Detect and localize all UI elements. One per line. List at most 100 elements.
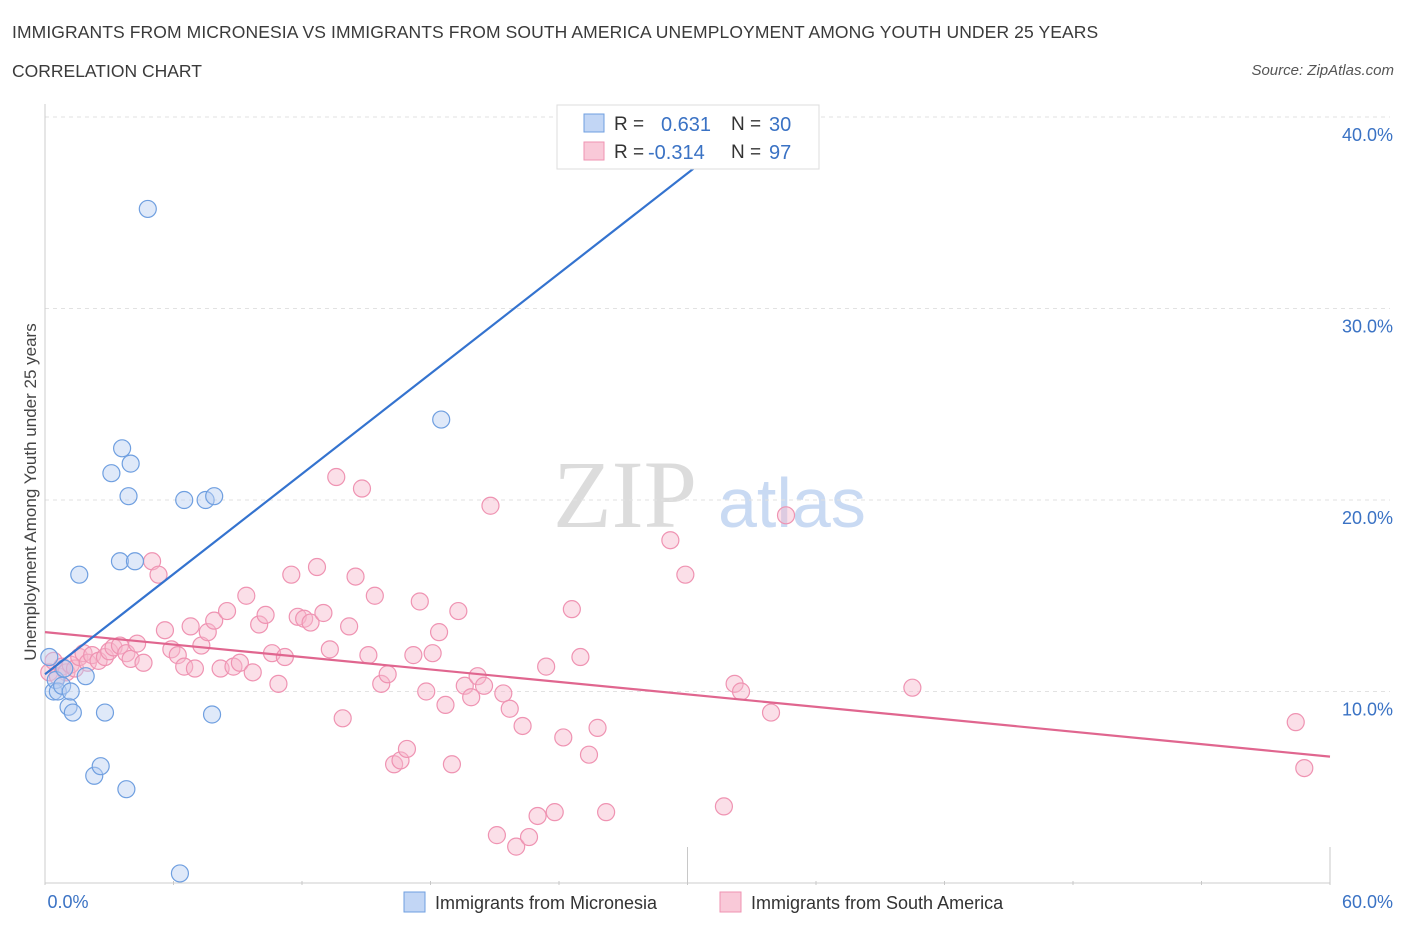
south-america-point [340, 617, 359, 636]
south-america-point [250, 615, 269, 634]
y-ticks: 10.0% 20.0% 30.0% 40.0% [1342, 125, 1393, 720]
south-america-point [352, 479, 372, 498]
micronesia-point [170, 864, 190, 883]
micronesia-points [40, 199, 451, 883]
micronesia-point [202, 705, 222, 724]
south-america-point [314, 603, 333, 623]
south-america-point [436, 695, 455, 715]
y-tick-label: 30.0% [1342, 317, 1393, 337]
south-america-point [404, 646, 423, 665]
south-america-point [474, 676, 494, 695]
south-america-point [282, 565, 301, 584]
trend-lines [44, 112, 1331, 758]
stats-n-value-1: 30 [769, 114, 791, 136]
south-america-point [410, 592, 429, 611]
south-america-point [237, 586, 256, 605]
micronesia-point [61, 682, 80, 701]
south-america-point [149, 565, 168, 584]
south-america-point [217, 601, 237, 621]
micronesia-point [138, 199, 157, 219]
south-america-point [127, 634, 147, 653]
stats-legend: R = 0.631 N = 30 R = -0.314 N = 97 [556, 104, 820, 170]
stats-r-label-2: R = [614, 142, 644, 163]
south-america-point [230, 653, 249, 672]
south-america-point [731, 682, 751, 701]
south-america-point [269, 674, 288, 693]
chart-title: IMMIGRANTS FROM MICRONESIA VS IMMIGRANTS… [12, 22, 1099, 42]
south-america-point [365, 586, 384, 605]
south-america-point [1286, 713, 1305, 732]
south-america-point [155, 621, 175, 640]
south-america-points [40, 467, 1314, 856]
south-america-point [494, 684, 513, 703]
micronesia-point [95, 703, 115, 722]
south-america-point [468, 667, 487, 686]
south-america-point [185, 659, 205, 678]
x-tick-label: 0.0% [47, 892, 88, 912]
y-tick-label: 10.0% [1342, 700, 1393, 720]
south-america-point [761, 703, 781, 722]
south-america-point [307, 557, 327, 577]
south-america-point [417, 682, 436, 701]
stats-r-value-2: -0.314 [648, 142, 705, 164]
south-america-point [134, 653, 153, 672]
micronesia-point [119, 487, 138, 506]
south-america-point [320, 640, 339, 659]
micronesia-point [110, 552, 130, 571]
micronesia-point [117, 780, 136, 799]
micronesia-point [432, 410, 451, 429]
y-tick-label: 20.0% [1342, 508, 1393, 528]
stats-n-label-1: N = [731, 114, 761, 135]
south-america-point [597, 803, 616, 822]
south-america-point [429, 623, 449, 642]
south-america-point [554, 728, 573, 747]
south-america-point [545, 803, 564, 822]
south-america-point [507, 837, 526, 856]
micronesia-point [205, 487, 224, 506]
micronesia-trend-line [44, 112, 766, 676]
south-america-point [903, 678, 922, 697]
south-america-point [500, 699, 519, 718]
south-america-point [423, 644, 442, 663]
south-america-point [588, 718, 607, 737]
series-legend: Immigrants from Micronesia Immigrants fr… [403, 891, 1004, 913]
south-america-point [714, 797, 734, 816]
south-america-point [256, 605, 275, 625]
south-america-point [333, 709, 352, 728]
south-america-point [776, 506, 796, 525]
south-america-point [205, 611, 224, 630]
south-america-point [661, 531, 680, 550]
legend-label-south-america: Immigrants from South America [751, 893, 1004, 913]
south-america-point [462, 688, 481, 707]
south-america-point [378, 665, 397, 684]
south-america-point [571, 647, 590, 667]
south-america-point [397, 739, 417, 759]
south-america-point [359, 646, 378, 665]
south-america-point [537, 657, 556, 676]
legend-swatch-micronesia [403, 891, 426, 913]
south-america-point [168, 646, 187, 665]
south-america-point [327, 467, 346, 487]
legend-swatch-south-america [719, 891, 742, 913]
x-tick-label: 60.0% [1342, 892, 1393, 912]
micronesia-point [112, 439, 132, 458]
micronesia-point [125, 552, 145, 571]
south-america-point [562, 600, 581, 619]
micronesia-point [91, 757, 110, 776]
y-axis-label: Unemployment Among Youth under 25 years [21, 323, 40, 660]
stats-r-value-1: 0.631 [661, 114, 711, 136]
micronesia-point [196, 490, 215, 510]
micronesia-point [63, 703, 82, 722]
south-america-point [487, 826, 506, 845]
micronesia-point [70, 565, 89, 584]
watermark-atlas: atlas [718, 464, 866, 542]
stats-n-label-2: N = [731, 142, 761, 163]
south-america-point [243, 663, 262, 682]
south-america-point [528, 806, 547, 826]
micronesia-point [175, 490, 194, 510]
south-america-point [1295, 758, 1314, 778]
south-america-point [676, 565, 695, 584]
south-america-point [346, 567, 365, 586]
south-america-point [513, 716, 532, 736]
